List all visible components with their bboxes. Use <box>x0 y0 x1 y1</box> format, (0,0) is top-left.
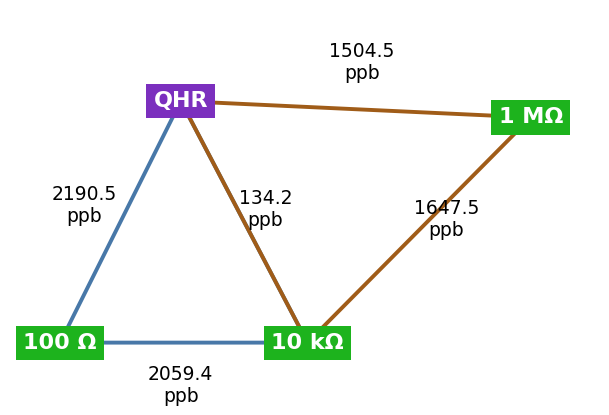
Text: 2059.4
ppb: 2059.4 ppb <box>148 365 214 406</box>
Text: 1504.5
ppb: 1504.5 ppb <box>329 42 395 83</box>
Text: 1 MΩ: 1 MΩ <box>499 107 563 127</box>
Text: 1647.5
ppb: 1647.5 ppb <box>414 199 479 240</box>
Text: 134.2
ppb: 134.2 ppb <box>239 189 292 230</box>
Text: QHR: QHR <box>153 91 208 111</box>
Text: 100 Ω: 100 Ω <box>23 332 97 353</box>
Text: 2190.5
ppb: 2190.5 ppb <box>52 185 117 226</box>
Text: 10 kΩ: 10 kΩ <box>271 332 344 353</box>
